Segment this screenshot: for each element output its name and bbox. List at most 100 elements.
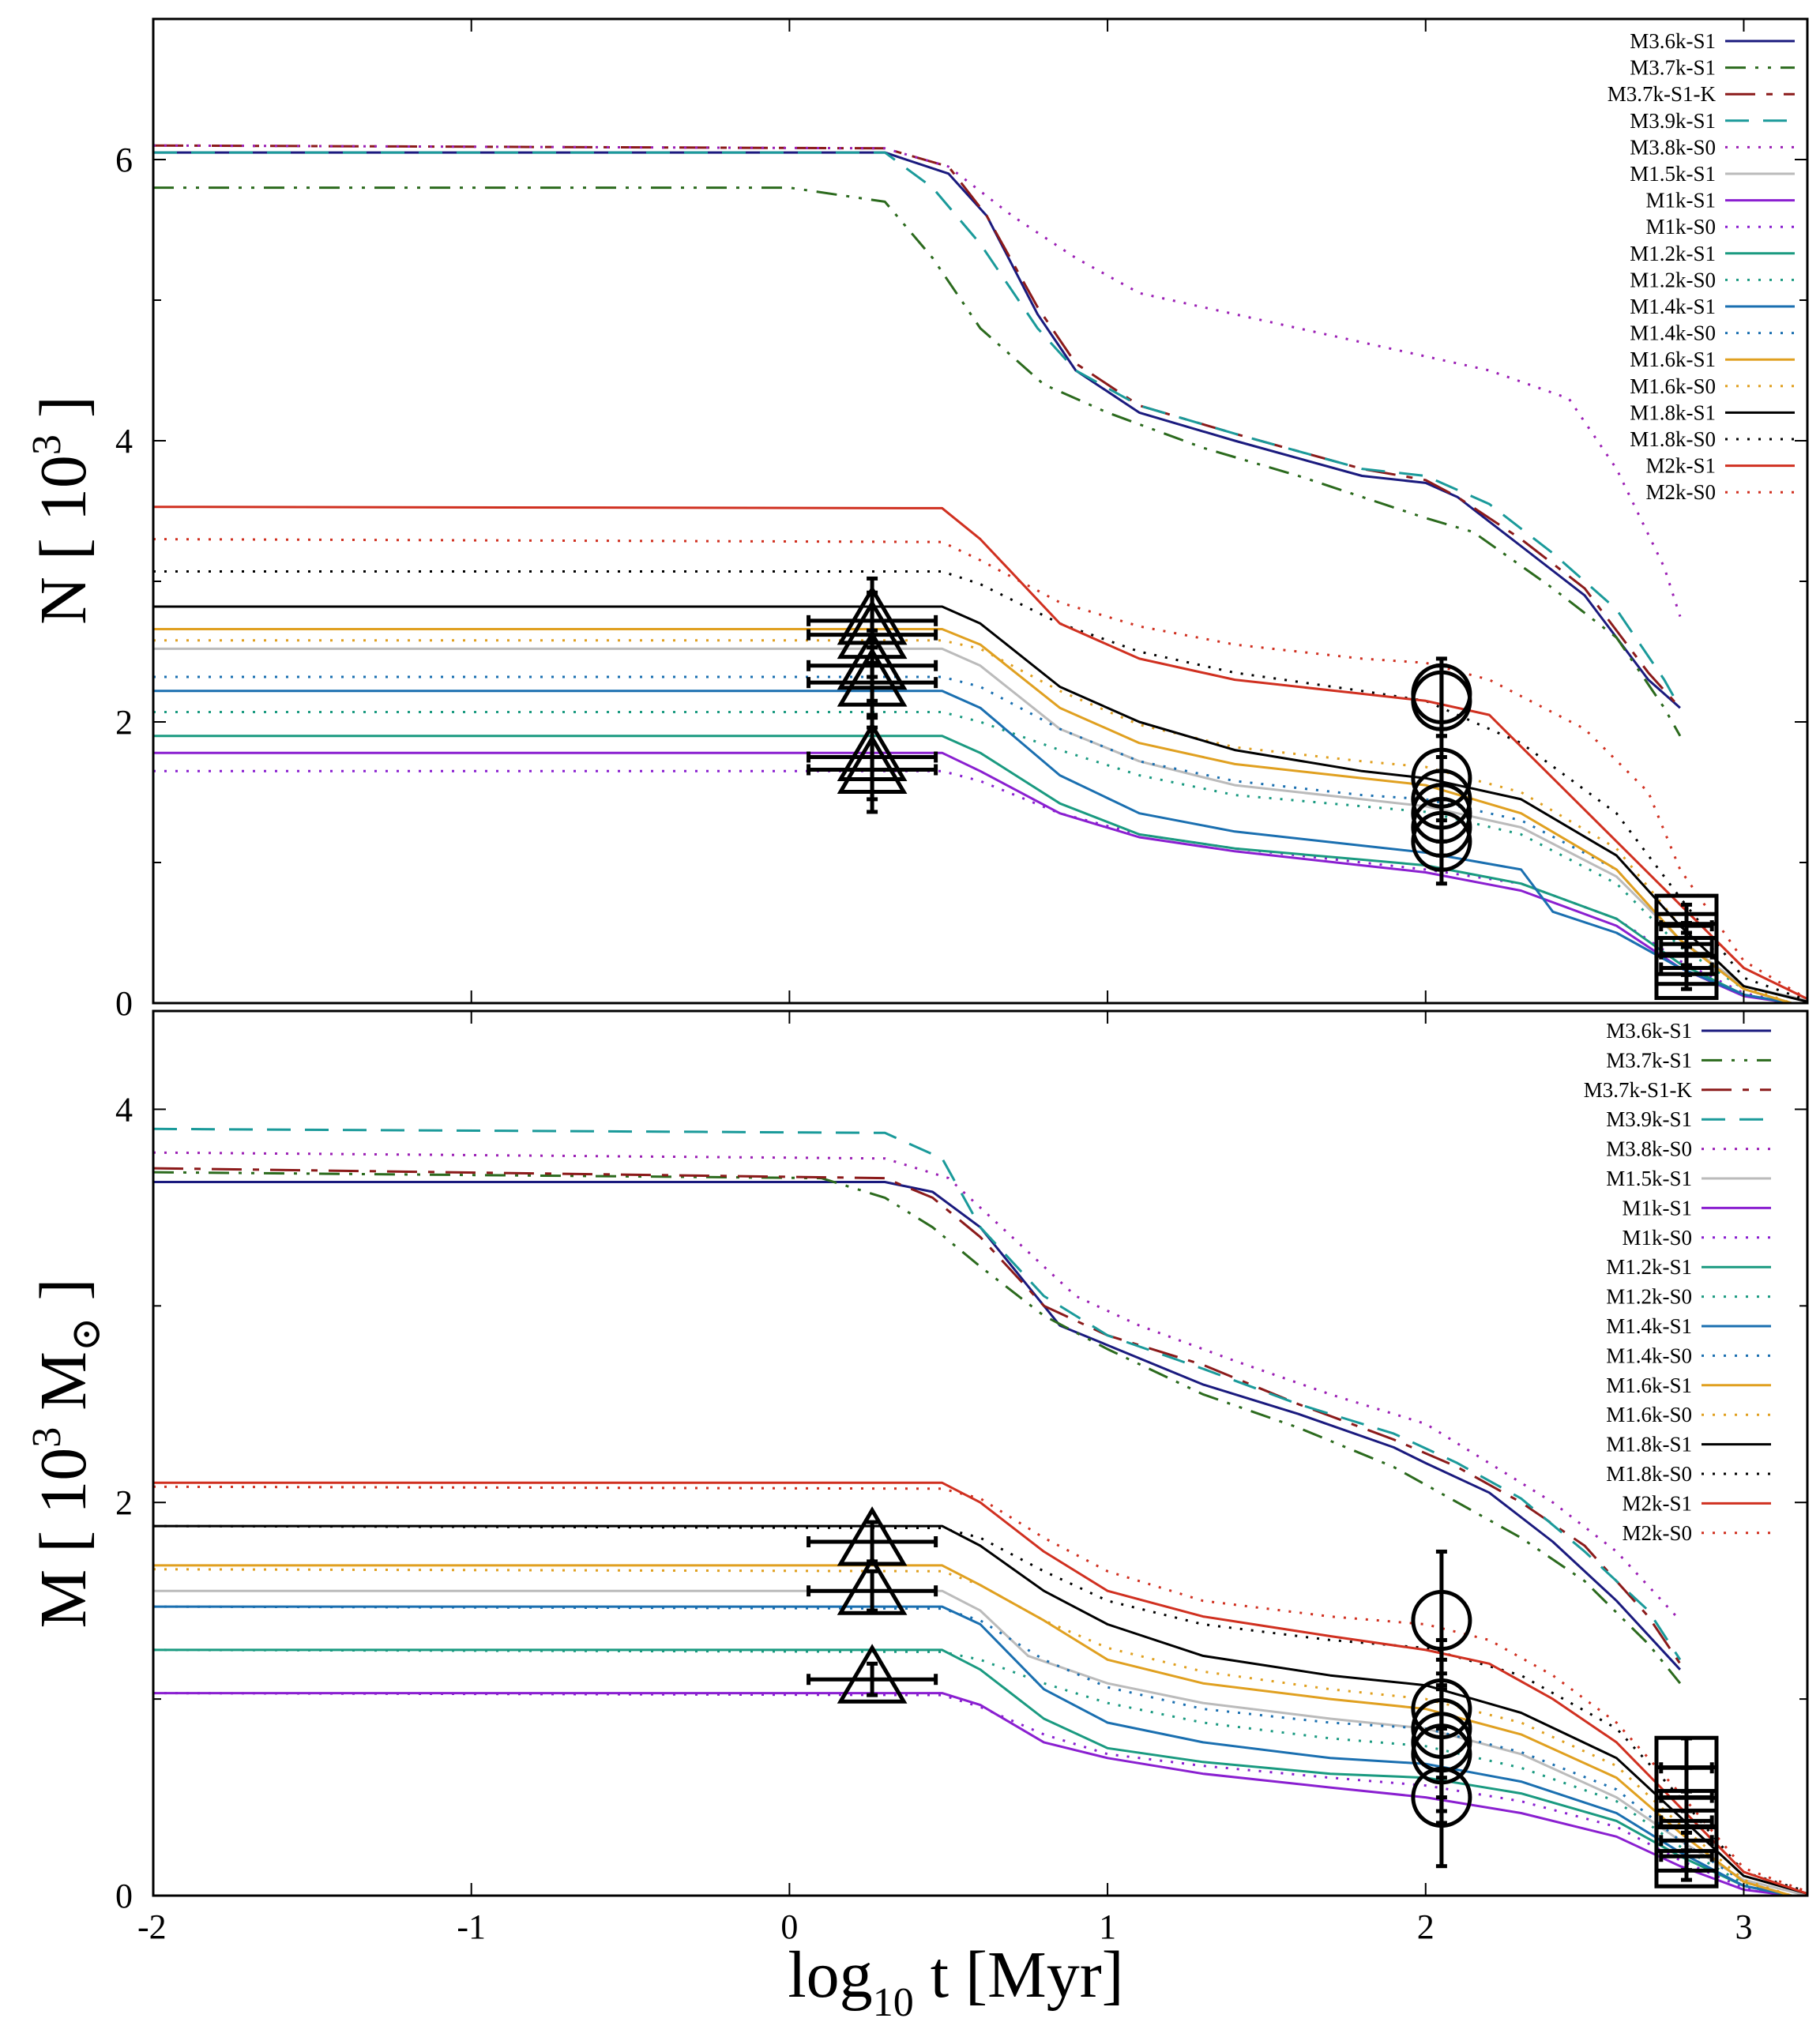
top-ytick-label-0: 0 [115, 984, 133, 1023]
bottom-legend-label-7: M1k-S0 [1622, 1226, 1692, 1250]
top-obs-circle-shape-12 [1411, 810, 1472, 872]
top-obs-circle-shape-7 [1411, 670, 1472, 731]
bottom-xtick-label-0: -2 [137, 1907, 167, 1946]
top-legend-label-9: M1.2k-S0 [1630, 268, 1716, 291]
bottom-legend-entry-12: M1.6k-S1 [1606, 1374, 1771, 1397]
bottom-legend-label-4: M3.8k-S0 [1606, 1137, 1692, 1161]
bottom-legend-entry-9: M1.2k-S0 [1606, 1285, 1771, 1309]
bottom-obs-square-13 [1654, 1824, 1719, 1889]
top-legend-label-10: M1.4k-S1 [1630, 295, 1716, 318]
bottom-ytick-label-0: 0 [115, 1877, 133, 1915]
x-axis-title-suffix: t [Myr] [914, 1938, 1124, 2012]
top-legend-label-3: M3.9k-S1 [1630, 109, 1716, 133]
top-legend-entry-7: M1k-S0 [1645, 215, 1795, 239]
bottom-xtick-label-1: -1 [457, 1907, 486, 1946]
bottom-ytick-label-1: 2 [115, 1483, 133, 1522]
bottom-series-line-1 [152, 1171, 1682, 1685]
top-legend-label-0: M3.6k-S1 [1630, 29, 1716, 53]
bottom-legend-entry-7: M1k-S0 [1622, 1226, 1771, 1250]
top-obs-circle-12 [1411, 797, 1472, 886]
top-ytick-label-1: 2 [115, 703, 133, 742]
bottom-legend-label-11: M1.4k-S0 [1606, 1344, 1692, 1367]
bottom-obs-triangle-shape-0 [837, 1506, 908, 1566]
bottom-series-line-9 [152, 1648, 1792, 1897]
top-legend-entry-16: M2k-S1 [1645, 454, 1795, 478]
top-legend-entry-1: M3.7k-S1 [1630, 56, 1795, 80]
bottom-legend-label-5: M1.5k-S1 [1606, 1167, 1692, 1190]
top-legend-label-13: M1.6k-S0 [1630, 374, 1716, 398]
top-legend-entry-13: M1.6k-S0 [1630, 374, 1795, 398]
bottom-xtick-label-3: 1 [1099, 1907, 1116, 1946]
top-legend-entry-11: M1.4k-S0 [1630, 321, 1795, 345]
top-legend-label-5: M1.5k-S1 [1630, 162, 1716, 186]
top-series-line-7 [153, 769, 1792, 1005]
bottom-legend-label-15: M1.8k-S0 [1606, 1462, 1692, 1486]
top-ylabel-superscript: 3 [24, 434, 70, 455]
top-legend-label-1: M3.7k-S1 [1630, 56, 1716, 80]
bottom-legend-entry-16: M2k-S1 [1622, 1491, 1771, 1515]
bottom-legend-entry-0: M3.6k-S1 [1606, 1019, 1771, 1043]
top-legend-entry-5: M1.5k-S1 [1630, 162, 1795, 186]
top-series-line-10 [153, 690, 1792, 1005]
top-legend-label-8: M1.2k-S1 [1630, 242, 1716, 265]
bottom-legend-label-0: M3.6k-S1 [1606, 1019, 1692, 1043]
bottom-obs-triangle-shape-2 [837, 1644, 908, 1704]
bottom-legend-label-6: M1k-S1 [1622, 1196, 1692, 1220]
bottom-observations-group [807, 1506, 1719, 1889]
bottom-legend-entry-5: M1.5k-S1 [1606, 1167, 1771, 1190]
bottom-legend-entry-11: M1.4k-S0 [1606, 1344, 1771, 1367]
bottom-series-line-6 [153, 1692, 1792, 1897]
bottom-legend-entry-6: M1k-S1 [1622, 1196, 1771, 1220]
top-obs-triangle-3 [807, 645, 938, 720]
top-legend-label-11: M1.4k-S0 [1630, 321, 1716, 345]
x-axis-title-subscript: 10 [873, 1980, 914, 2022]
bottom-series-line-17 [152, 1485, 1808, 1893]
top-legend-label-2: M3.7k-S1-K [1608, 82, 1717, 106]
bottom-legend: M3.6k-S1 M3.7k-S1 M3.7k-S1-K M3.9k-S1 M3.8k-… [1584, 1019, 1771, 1545]
top-legend-entry-0: M3.6k-S1 [1630, 29, 1795, 53]
top-legend-entry-9: M1.2k-S0 [1630, 268, 1795, 291]
bottom-xtick-label-5: 3 [1735, 1907, 1752, 1946]
bottom-obs-circle-shape-8 [1411, 1767, 1472, 1828]
bottom-obs-triangle-shape-1 [837, 1555, 908, 1615]
top-series-line-0 [153, 151, 1681, 709]
bottom-legend-label-17: M2k-S0 [1622, 1521, 1692, 1545]
bottom-legend-label-13: M1.6k-S0 [1606, 1403, 1692, 1426]
top-obs-triangle-shape-5 [837, 734, 908, 795]
top-legend-entry-17: M2k-S0 [1645, 480, 1795, 504]
bottom-series-line-14 [153, 1524, 1808, 1895]
bottom-legend-entry-15: M1.8k-S0 [1606, 1462, 1771, 1486]
bottom-legend-entry-17: M2k-S0 [1622, 1521, 1771, 1545]
bottom-legend-label-16: M2k-S1 [1622, 1491, 1692, 1515]
bottom-obs-triangle-0 [807, 1506, 938, 1566]
bottom-series-line-4 [152, 1151, 1682, 1622]
top-ticks-group: 0 2 4 6 [115, 18, 1807, 1023]
top-observations-group [807, 576, 1719, 1000]
top-obs-triangle-shape-3 [837, 647, 908, 707]
top-series-line-4 [152, 144, 1682, 617]
top-legend-label-14: M1.8k-S1 [1630, 400, 1716, 424]
top-ylabel-prefix: N [ 10 [27, 455, 100, 625]
bottom-obs-triangle-1 [807, 1555, 938, 1615]
bottom-y-axis-title: M [ 103 M⊙ ] [24, 1279, 109, 1629]
bottom-obs-triangle-2 [807, 1644, 938, 1704]
top-series-line-2 [152, 144, 1682, 709]
bottom-series-line-2 [152, 1167, 1682, 1665]
top-ytick-label-3: 6 [115, 141, 133, 179]
bottom-xtick-label-2: 0 [780, 1907, 798, 1946]
bottom-ylabel-subscript: ⊙ [64, 1317, 109, 1352]
top-legend-entry-15: M1.8k-S0 [1630, 427, 1795, 451]
top-legend-entry-12: M1.6k-S1 [1630, 348, 1795, 371]
bottom-legend-label-1: M3.7k-S1 [1606, 1048, 1692, 1072]
top-obs-triangle-5 [807, 725, 938, 814]
top-ytick-label-2: 4 [115, 422, 133, 460]
bottom-legend-entry-2: M3.7k-S1-K [1584, 1078, 1771, 1102]
bottom-series-line-3 [152, 1127, 1682, 1661]
bottom-legend-entry-14: M1.8k-S1 [1606, 1433, 1771, 1456]
top-plot-frame [152, 17, 1809, 1005]
bottom-legend-label-10: M1.4k-S1 [1606, 1314, 1692, 1338]
bottom-ylabel-end: ] [27, 1279, 100, 1317]
bottom-xtick-label-4: 2 [1417, 1907, 1435, 1946]
bottom-series-line-13 [152, 1568, 1792, 1897]
